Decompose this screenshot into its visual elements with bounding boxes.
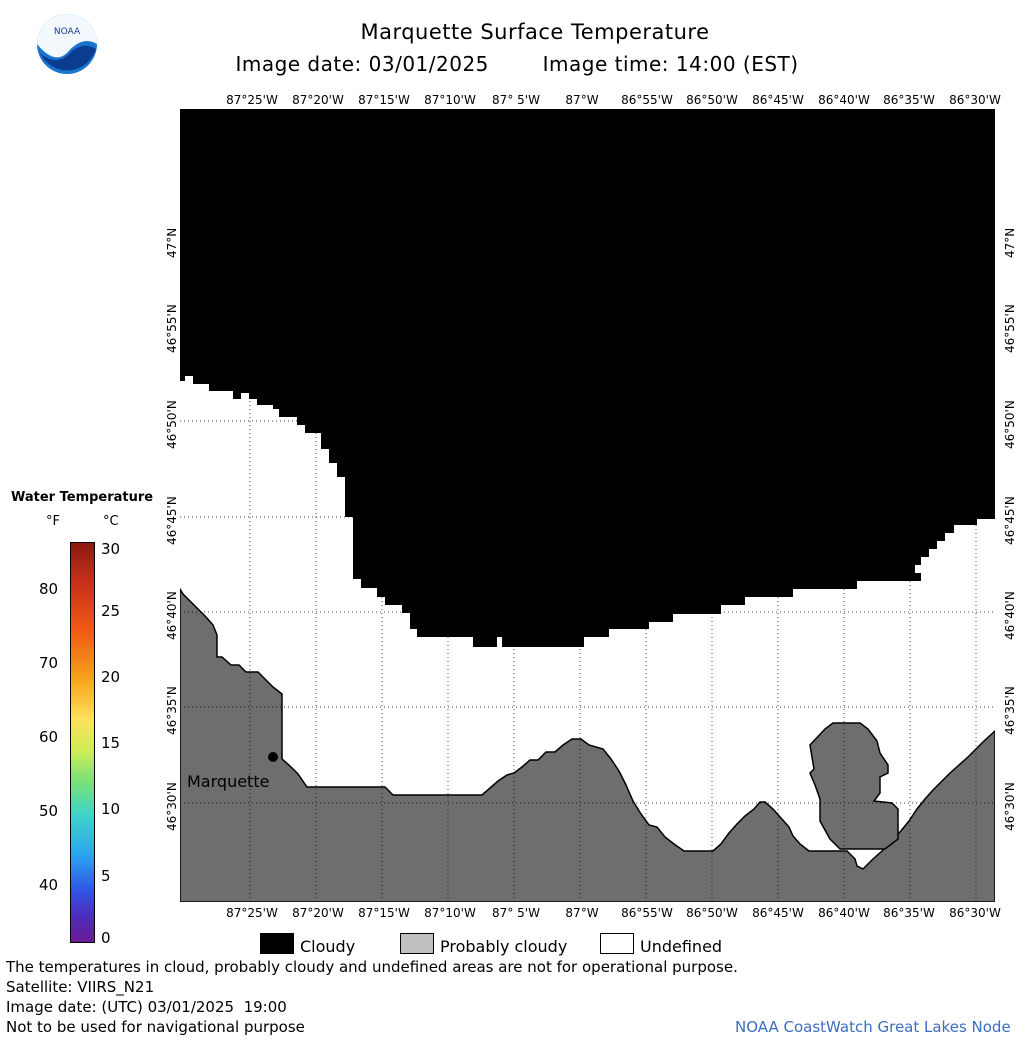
colorbar-tick-c-2: 20 xyxy=(101,668,121,686)
colorbar-unit-f: °F xyxy=(46,514,60,529)
footer-utc-date: Image date: (UTC) 03/01/2025 19:00 xyxy=(6,998,287,1016)
longitude-label-bottom-2: 87°15'W xyxy=(358,906,410,920)
colorbar-gradient xyxy=(70,542,95,943)
longitude-label-bottom-6: 86°55'W xyxy=(621,906,673,920)
colorbar-tick-f-4: 40 xyxy=(39,876,59,894)
longitude-label-top-2: 87°15'W xyxy=(358,93,410,107)
longitude-label-bottom-1: 87°20'W xyxy=(292,906,344,920)
longitude-label-top-4: 87° 5'W xyxy=(492,93,540,107)
colorbar-title: Water Temperature xyxy=(11,490,154,505)
latitude-label-left-0: 47°N xyxy=(165,227,179,258)
map-svg xyxy=(179,109,996,903)
longitude-label-bottom-7: 86°50'W xyxy=(686,906,738,920)
map-panel[interactable] xyxy=(179,109,996,903)
image-date-label: Image date: 03/01/2025 xyxy=(235,52,489,76)
image-date-time: Image date: 03/01/2025 Image time: 14:00… xyxy=(0,52,1034,76)
marquette-city-marker xyxy=(268,752,278,762)
latitude-label-right-6: 46°30'N xyxy=(1003,782,1017,831)
graticule xyxy=(180,109,995,902)
longitude-label-top-8: 86°45'W xyxy=(752,93,804,107)
longitude-label-top-3: 87°10'W xyxy=(424,93,476,107)
longitude-label-bottom-9: 86°40'W xyxy=(818,906,870,920)
colorbar-tick-f-2: 60 xyxy=(39,728,59,746)
latitude-label-right-3: 46°45'N xyxy=(1003,496,1017,545)
legend-label-probably-cloudy: Probably cloudy xyxy=(440,937,568,956)
colorbar-tick-c-0: 30 xyxy=(101,540,121,558)
longitude-label-bottom-0: 87°25'W xyxy=(226,906,278,920)
city-label-marquette: Marquette xyxy=(187,772,270,791)
latitude-label-right-4: 46°40'N xyxy=(1003,591,1017,640)
noaa-logo: NOAA xyxy=(36,13,98,75)
colorbar-tick-f-1: 70 xyxy=(39,654,59,672)
latitude-label-left-4: 46°40'N xyxy=(165,591,179,640)
latitude-label-right-0: 47°N xyxy=(1003,227,1017,258)
colorbar-tick-f-0: 80 xyxy=(39,580,59,598)
page-title: Marquette Surface Temperature xyxy=(360,20,710,44)
longitude-label-top-1: 87°20'W xyxy=(292,93,344,107)
image-time-label: Image time: 14:00 (EST) xyxy=(542,52,799,76)
latitude-label-left-3: 46°45'N xyxy=(165,496,179,545)
latitude-label-left-6: 46°30'N xyxy=(165,782,179,831)
footer-credit: NOAA CoastWatch Great Lakes Node xyxy=(735,1018,1011,1036)
cloud-area xyxy=(180,109,995,647)
longitude-label-top-9: 86°40'W xyxy=(818,93,870,107)
longitude-label-top-6: 86°55'W xyxy=(621,93,673,107)
longitude-label-bottom-10: 86°35'W xyxy=(883,906,935,920)
longitude-label-top-11: 86°30'W xyxy=(949,93,1001,107)
colorbar-tick-f-3: 50 xyxy=(39,802,59,820)
longitude-label-bottom-11: 86°30'W xyxy=(949,906,1001,920)
longitude-label-bottom-5: 87°W xyxy=(565,906,599,920)
logo-text: NOAA xyxy=(54,27,81,37)
legend-swatch-probably-cloudy xyxy=(400,933,434,954)
longitude-label-top-5: 87°W xyxy=(565,93,599,107)
footer-nav-warning: Not to be used for navigational purpose xyxy=(6,1018,305,1036)
latitude-label-left-2: 46°50'N xyxy=(165,400,179,449)
legend-swatch-cloudy xyxy=(260,933,294,954)
colorbar-tick-c-5: 5 xyxy=(101,867,111,885)
footer-disclaimer: The temperatures in cloud, probably clou… xyxy=(6,958,738,976)
latitude-label-right-5: 46°35'N xyxy=(1003,686,1017,735)
legend-label-undefined: Undefined xyxy=(640,937,723,956)
colorbar-tick-c-6: 0 xyxy=(101,929,111,947)
longitude-label-bottom-8: 86°45'W xyxy=(752,906,804,920)
latitude-label-left-5: 46°35'N xyxy=(165,686,179,735)
latitude-label-right-2: 46°50'N xyxy=(1003,400,1017,449)
colorbar-tick-c-1: 25 xyxy=(101,602,121,620)
colorbar-tick-c-4: 10 xyxy=(101,800,121,818)
colorbar-unit-c: °C xyxy=(103,514,119,529)
longitude-label-top-0: 87°25'W xyxy=(226,93,278,107)
longitude-label-bottom-4: 87° 5'W xyxy=(492,906,540,920)
legend-label-cloudy: Cloudy xyxy=(300,937,356,956)
land-area xyxy=(179,586,996,903)
longitude-label-top-10: 86°35'W xyxy=(883,93,935,107)
latitude-label-left-1: 46°55'N xyxy=(165,304,179,353)
colorbar-tick-c-3: 15 xyxy=(101,734,121,752)
longitude-label-bottom-3: 87°10'W xyxy=(424,906,476,920)
legend-swatch-undefined xyxy=(600,933,634,954)
island-area xyxy=(809,722,899,850)
longitude-label-top-7: 86°50'W xyxy=(686,93,738,107)
footer-satellite: Satellite: VIIRS_N21 xyxy=(6,978,155,996)
latitude-label-right-1: 46°55'N xyxy=(1003,304,1017,353)
